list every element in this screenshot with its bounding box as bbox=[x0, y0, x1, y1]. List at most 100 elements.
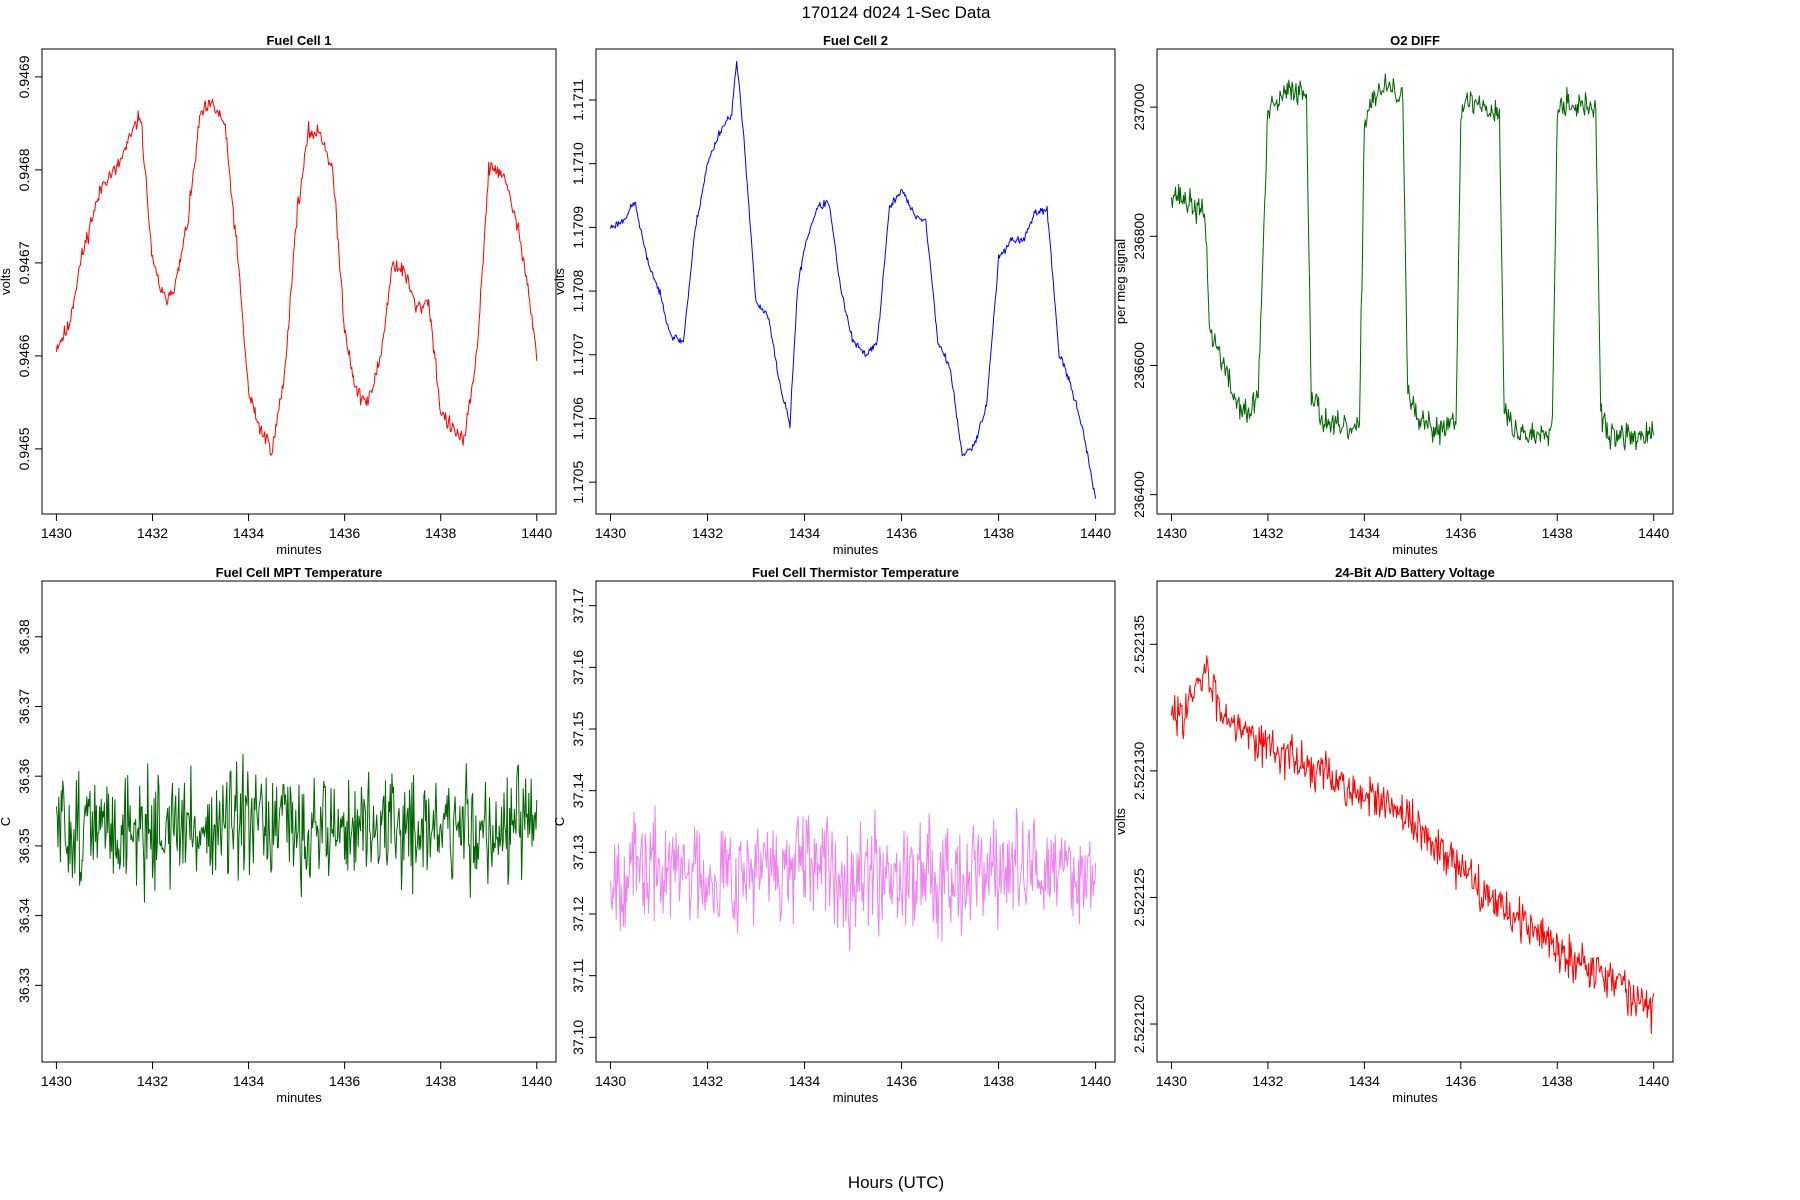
x-tick-label: 1438 bbox=[983, 525, 1014, 541]
x-tick-label: 1434 bbox=[1349, 525, 1380, 541]
x-tick-label: 1438 bbox=[425, 1073, 456, 1089]
x-tick-label: 1438 bbox=[425, 525, 456, 541]
y-tick-label: 2.522120 bbox=[1131, 995, 1147, 1054]
panel-4: Fuel Cell MPT Temperature 1430 1432 1434 143… bbox=[0, 565, 557, 1105]
series-line bbox=[55, 753, 538, 903]
y-axis-label: C bbox=[0, 817, 13, 826]
plot-frame bbox=[595, 580, 1116, 1063]
y-tick-label: 236800 bbox=[1131, 213, 1147, 260]
x-tick-label: 1434 bbox=[789, 525, 820, 541]
x-tick-label: 1436 bbox=[1445, 1073, 1476, 1089]
y-tick-label: 1.1711 bbox=[570, 79, 586, 121]
panel-3: O2 DIFF 1430 1432 1434 1436 1438 1440 minutes 23… bbox=[1113, 33, 1674, 557]
x-axis-label: minutes bbox=[276, 1090, 322, 1105]
y-tick-label: 237000 bbox=[1131, 84, 1147, 131]
plot-frame bbox=[41, 580, 557, 1063]
x-tick-label: 1438 bbox=[1542, 1073, 1573, 1089]
x-axis-label: minutes bbox=[833, 542, 879, 557]
x-tick-label: 1440 bbox=[521, 1073, 552, 1089]
y-tick-label: 1.1710 bbox=[570, 142, 586, 185]
y-tick-label: 2.522130 bbox=[1131, 741, 1147, 800]
x-tick-label: 1430 bbox=[1156, 1073, 1187, 1089]
panel-title: O2 DIFF bbox=[1390, 33, 1440, 48]
x-tick-label: 1436 bbox=[329, 525, 360, 541]
y-tick-label: 1.1708 bbox=[570, 269, 586, 312]
y-tick-label: 37.12 bbox=[570, 896, 586, 931]
y-tick-label: 1.1707 bbox=[570, 333, 586, 376]
y-tick-label: 0.9469 bbox=[16, 55, 32, 98]
series-line bbox=[1171, 73, 1655, 451]
y-tick-label: 1.1709 bbox=[570, 206, 586, 249]
y-tick-label: 37.15 bbox=[570, 711, 586, 746]
panel-1: Fuel Cell 1 1430 1432 1434 1436 1438 1440 minut… bbox=[0, 33, 557, 557]
figure-title: 170124 d024 1-Sec Data bbox=[801, 3, 991, 22]
x-tick-label: 1434 bbox=[233, 1073, 264, 1089]
plot-frame bbox=[1156, 580, 1674, 1063]
x-tick-label: 1432 bbox=[137, 1073, 168, 1089]
x-tick-label: 1440 bbox=[1638, 1073, 1669, 1089]
series-line bbox=[1171, 655, 1655, 1034]
x-axis-label: minutes bbox=[1392, 542, 1438, 557]
panel-title: 24-Bit A/D Battery Voltage bbox=[1335, 565, 1495, 580]
x-axis-label: minutes bbox=[276, 542, 322, 557]
series-line bbox=[610, 60, 1097, 499]
y-tick-label: 36.38 bbox=[16, 619, 32, 654]
plot-frame bbox=[41, 48, 557, 515]
panel-6: 24-Bit A/D Battery Voltage 1430 1432 1434 14… bbox=[1113, 565, 1674, 1105]
y-tick-label: 2.522125 bbox=[1131, 868, 1147, 927]
x-tick-label: 1430 bbox=[1156, 525, 1187, 541]
y-tick-label: 37.13 bbox=[570, 835, 586, 870]
y-tick-label: 36.36 bbox=[16, 758, 32, 793]
x-tick-label: 1440 bbox=[1080, 1073, 1111, 1089]
y-tick-label: 36.37 bbox=[16, 689, 32, 724]
x-tick-label: 1438 bbox=[983, 1073, 1014, 1089]
x-tick-label: 1440 bbox=[1080, 525, 1111, 541]
y-tick-label: 0.9468 bbox=[16, 148, 32, 191]
x-tick-label: 1436 bbox=[1445, 525, 1476, 541]
x-tick-label: 1440 bbox=[1638, 525, 1669, 541]
y-tick-label: 236600 bbox=[1131, 342, 1147, 389]
x-tick-label: 1438 bbox=[1542, 525, 1573, 541]
y-tick-label: 36.33 bbox=[16, 968, 32, 1003]
x-tick-label: 1430 bbox=[41, 1073, 72, 1089]
x-axis-label: minutes bbox=[1392, 1090, 1438, 1105]
plot-frame bbox=[595, 48, 1116, 515]
y-tick-label: 37.11 bbox=[570, 958, 586, 992]
x-tick-label: 1430 bbox=[41, 525, 72, 541]
x-tick-label: 1432 bbox=[692, 1073, 723, 1089]
y-axis-label: C bbox=[552, 817, 567, 826]
x-tick-label: 1430 bbox=[595, 1073, 626, 1089]
y-tick-label: 2.522135 bbox=[1131, 615, 1147, 674]
y-tick-label: 236400 bbox=[1131, 471, 1147, 518]
x-tick-label: 1432 bbox=[1252, 1073, 1283, 1089]
series-line bbox=[610, 805, 1097, 952]
x-tick-label: 1432 bbox=[137, 525, 168, 541]
panel-title: Fuel Cell Thermistor Temperature bbox=[752, 565, 959, 580]
figure-xlabel: Hours (UTC) bbox=[848, 1173, 944, 1192]
y-tick-label: 0.9466 bbox=[16, 334, 32, 377]
y-tick-label: 37.17 bbox=[570, 588, 586, 623]
x-tick-label: 1436 bbox=[886, 1073, 917, 1089]
y-tick-label: 36.34 bbox=[16, 898, 32, 933]
panels: Fuel Cell 1 1430 1432 1434 1436 1438 1440 minut… bbox=[0, 33, 1674, 1105]
y-tick-label: 1.1705 bbox=[570, 461, 586, 504]
panel-title: Fuel Cell 2 bbox=[823, 33, 888, 48]
x-tick-label: 1432 bbox=[1252, 525, 1283, 541]
x-tick-label: 1436 bbox=[329, 1073, 360, 1089]
x-tick-label: 1440 bbox=[521, 525, 552, 541]
y-tick-label: 1.1706 bbox=[570, 397, 586, 440]
plot-frame bbox=[1156, 48, 1674, 515]
y-tick-label: 0.9465 bbox=[16, 427, 32, 470]
x-tick-label: 1430 bbox=[595, 525, 626, 541]
panel-2: Fuel Cell 2 1430 1432 1434 1436 1438 1440 minut… bbox=[552, 33, 1116, 557]
y-axis-label: volts bbox=[552, 268, 567, 295]
y-tick-label: 0.9467 bbox=[16, 241, 32, 284]
y-tick-label: 37.14 bbox=[570, 773, 586, 808]
y-axis-label: volts bbox=[0, 268, 13, 295]
x-tick-label: 1434 bbox=[1349, 1073, 1380, 1089]
x-tick-label: 1434 bbox=[233, 525, 264, 541]
y-axis-label: per meg signal bbox=[1113, 239, 1128, 324]
panel-5: Fuel Cell Thermistor Temperature 1430 1432… bbox=[552, 565, 1116, 1105]
x-tick-label: 1432 bbox=[692, 525, 723, 541]
